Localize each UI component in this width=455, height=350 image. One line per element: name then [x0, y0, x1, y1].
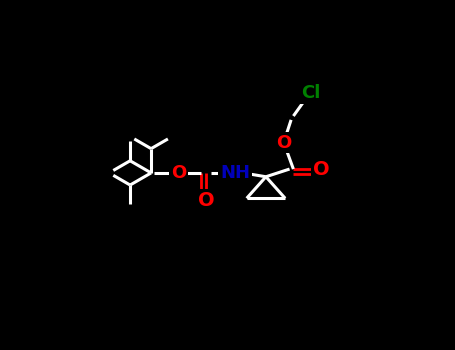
Text: O: O: [276, 134, 291, 152]
Text: O: O: [198, 191, 214, 210]
Text: Cl: Cl: [302, 84, 321, 102]
Text: O: O: [171, 164, 186, 182]
Text: O: O: [313, 160, 329, 178]
Text: NH: NH: [220, 164, 250, 182]
